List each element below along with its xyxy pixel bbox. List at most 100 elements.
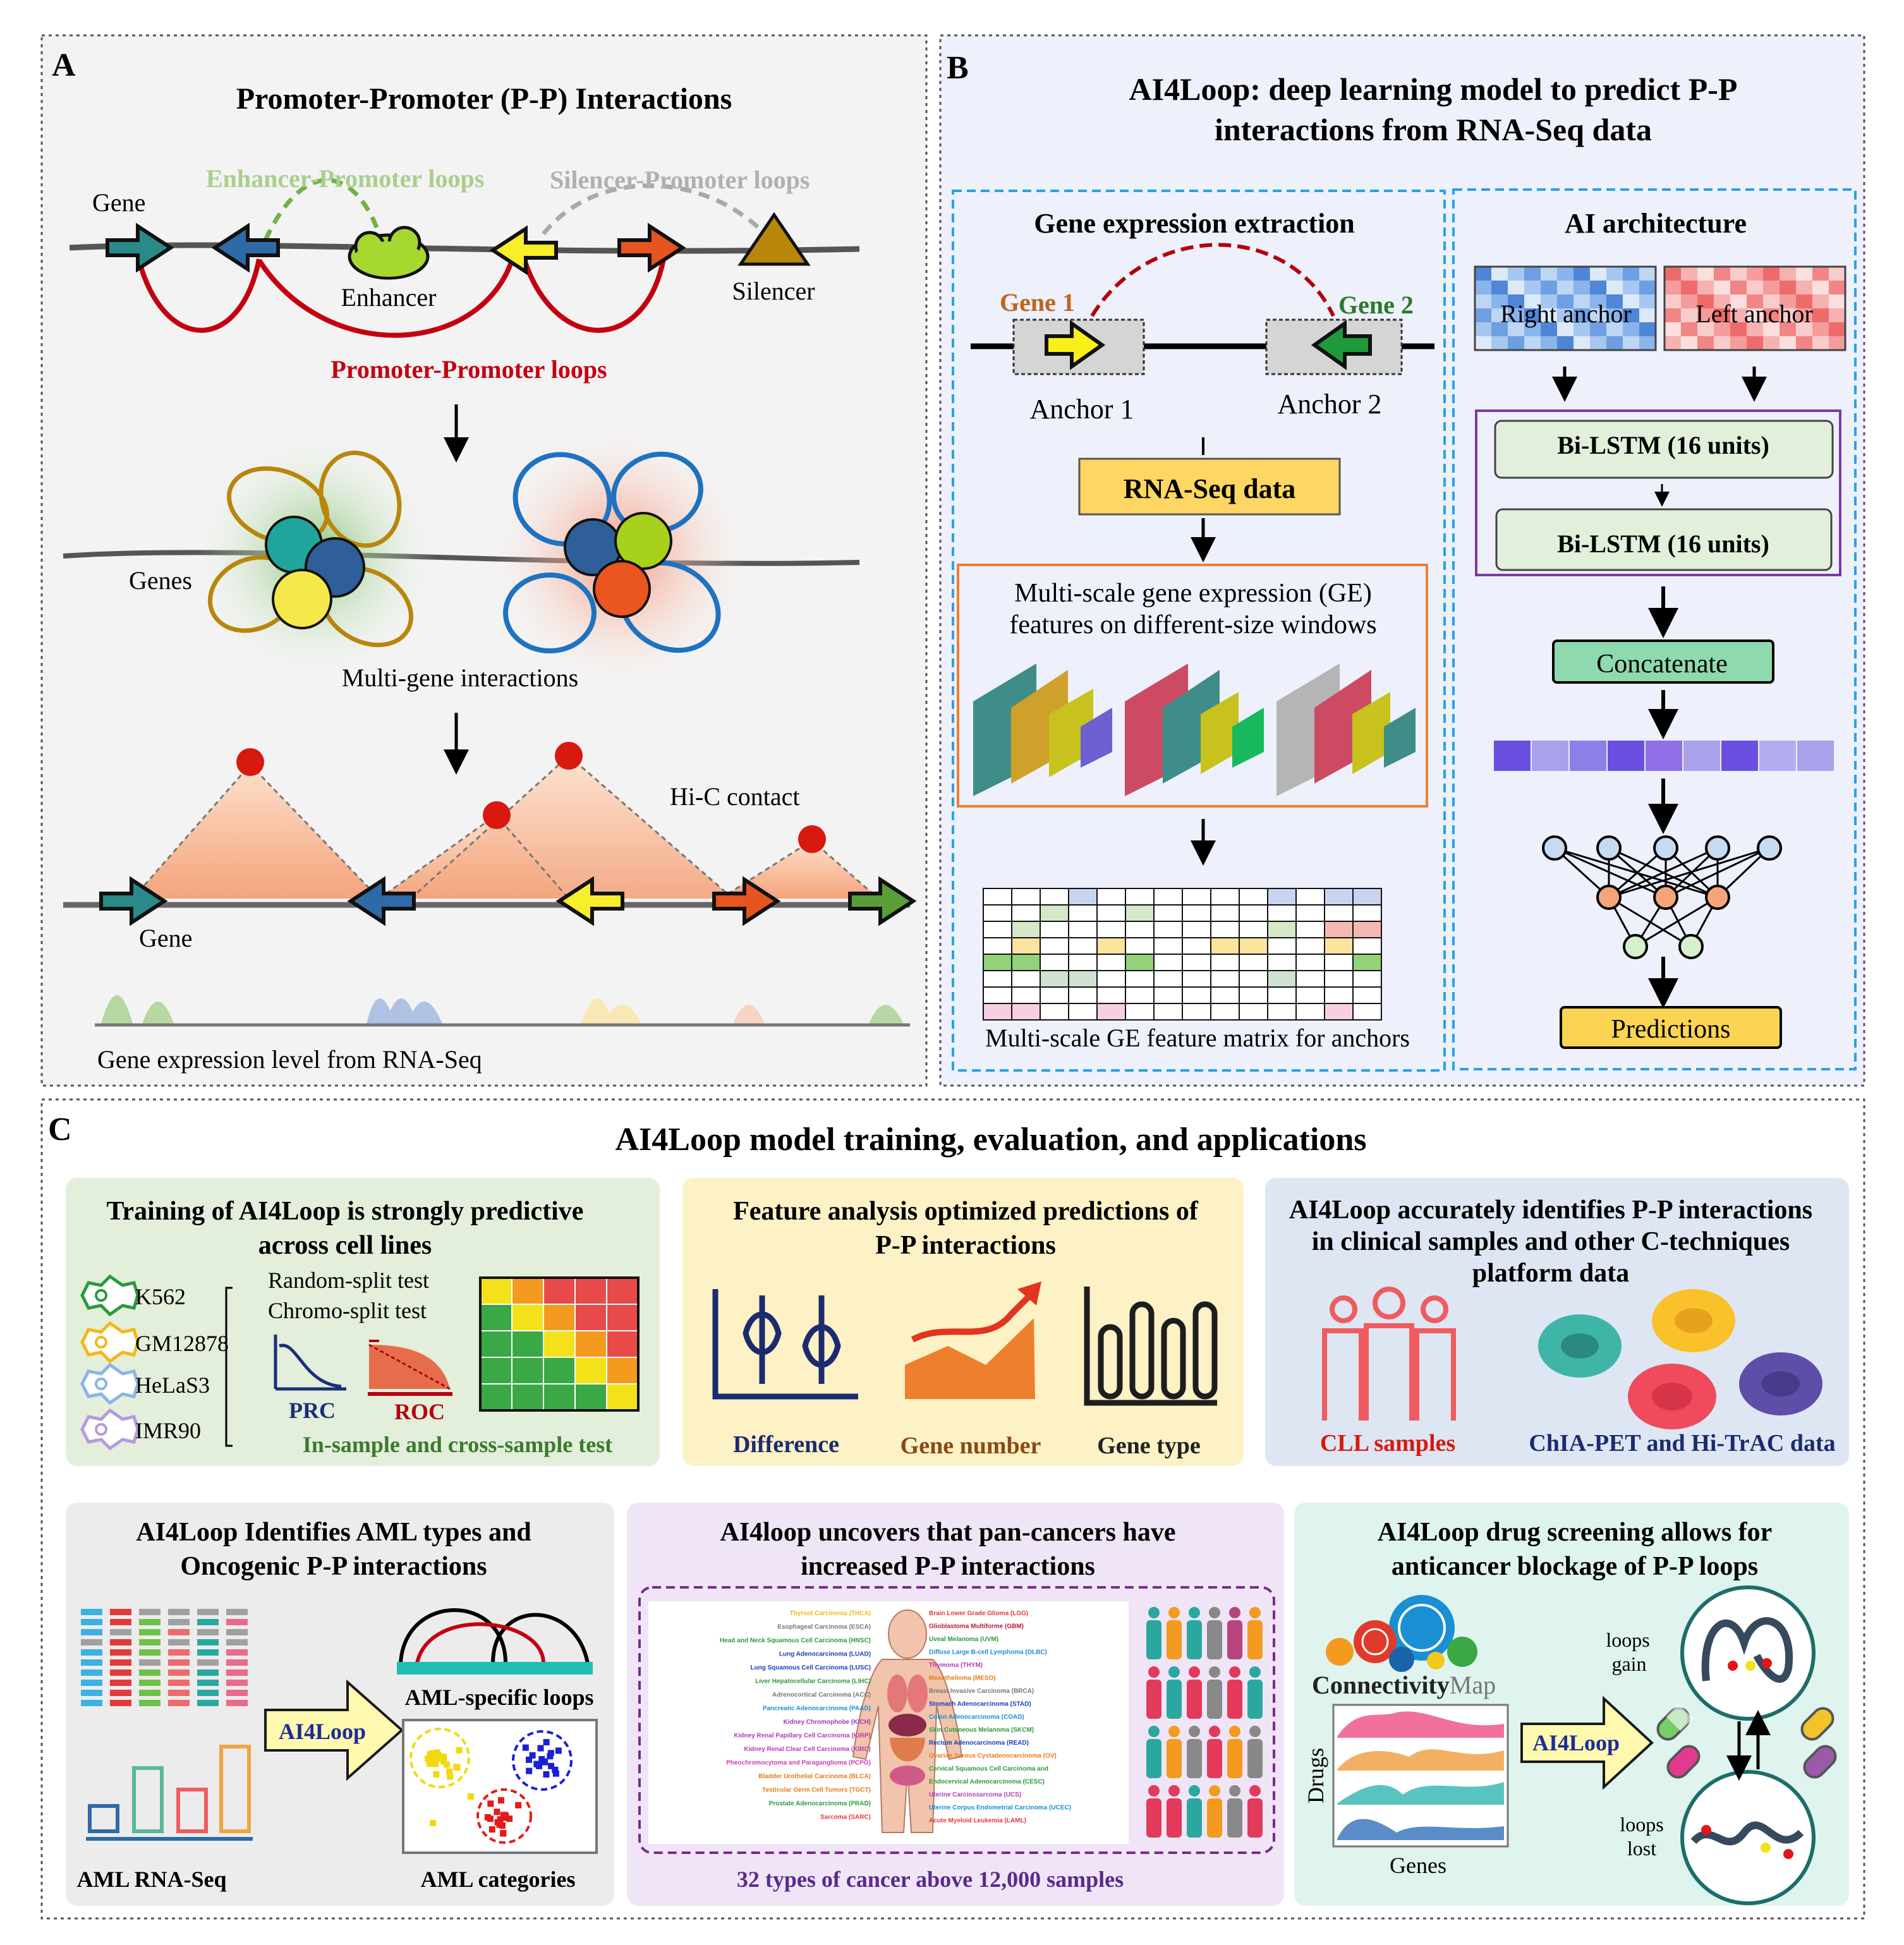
nn-edge (1665, 847, 1770, 899)
person-head (1249, 1607, 1261, 1618)
predictions-label: Predictions (1611, 1015, 1731, 1044)
person-body (1187, 1620, 1202, 1659)
cluster-point (543, 1739, 550, 1746)
matrix-cell (983, 954, 1012, 971)
cancer-label-right: Stomach Adenocarcinoma (STAD) (929, 1701, 1031, 1708)
matrix-cell (983, 986, 1012, 1004)
aml-cell (81, 1619, 102, 1625)
person-body (1167, 1620, 1182, 1659)
aml-cell (110, 1629, 131, 1635)
loops-gain-circle (1680, 1585, 1816, 1721)
box3-title-1: AI4Loop accurately identifies P-P intera… (1289, 1196, 1812, 1225)
person-head (1148, 1785, 1160, 1797)
cluster-point (487, 1800, 494, 1807)
cluster-point (440, 1754, 447, 1760)
matrix-cell (1125, 921, 1155, 938)
heat-cell (1697, 322, 1714, 337)
heat-cell (1747, 267, 1764, 281)
roc-curve-icon (368, 1340, 452, 1396)
heat-cell (1491, 308, 1508, 323)
matrix-cell (1182, 921, 1211, 938)
cancer-list-right: Brain Lower Grade Glioma (LGG) Glioblasto… (929, 1610, 1071, 1824)
gene-type-label: Gene type (1097, 1433, 1201, 1459)
cancer-label-right: Skin Cutaneous Melanoma (SKCM) (929, 1727, 1034, 1734)
heat-cell (1491, 267, 1508, 281)
heat-cell (1508, 308, 1525, 323)
enhancer-loop-arc (263, 178, 382, 241)
pp-loop-arc (136, 258, 262, 333)
heat-cell (1606, 308, 1623, 323)
cluster-point (555, 1747, 562, 1754)
cancer-label-left: Pancreatic Adenocarcinoma (PAAD) (763, 1706, 871, 1712)
random-split-label: Random-split test (268, 1268, 429, 1293)
matrix-cell (1153, 904, 1183, 922)
heat-cell (1796, 308, 1813, 323)
panel-b-title-2: interactions from RNA-Seq data (1215, 112, 1652, 147)
aml-cell (226, 1669, 248, 1676)
matrix-cell (1239, 986, 1268, 1004)
person-body (1207, 1680, 1222, 1719)
matrix-cell (1040, 970, 1069, 988)
matrix-cell (1324, 904, 1354, 922)
heat-cell (1623, 281, 1640, 295)
person-head (1168, 1666, 1180, 1678)
nn-edge (1608, 847, 1718, 899)
cell-nucleus (95, 1378, 107, 1390)
nn-node (1623, 934, 1648, 959)
matrix-cell (1210, 921, 1240, 938)
heat-cell (1780, 267, 1797, 281)
lstm-container (1475, 409, 1841, 576)
heat-frame (1474, 265, 1657, 351)
matrix-cell (1210, 888, 1240, 906)
heat-cell (1491, 336, 1508, 351)
aml-cell (226, 1629, 248, 1635)
heat-cell (1574, 322, 1591, 337)
matrix-cell (1068, 954, 1098, 971)
heat-cell (1557, 294, 1574, 309)
person-head (1168, 1726, 1180, 1737)
heat-cell (1796, 267, 1813, 281)
people-grid (1146, 1607, 1263, 1838)
person-head (1189, 1666, 1200, 1678)
person-head (1189, 1726, 1200, 1737)
heat-cell (1557, 336, 1574, 351)
lstm2-label: Bi-LSTM (16 units) (1557, 530, 1769, 558)
heat-cell (1796, 294, 1813, 309)
heat-cell (1763, 281, 1780, 295)
aml-cell (110, 1690, 131, 1696)
matrix-cell (983, 1003, 1012, 1021)
matrix-cell (1182, 970, 1211, 988)
gene1-arrow (1045, 320, 1106, 370)
cancer-label-left: Head and Neck Squamous Cell Carcinoma (H… (720, 1637, 871, 1644)
matrix-cell (1295, 921, 1325, 938)
difference-label: Difference (733, 1431, 839, 1458)
nn-node (1705, 835, 1730, 861)
gene-arrow-yellow-2 (555, 876, 624, 926)
aml-cell (81, 1669, 102, 1676)
predictions-box (1560, 1006, 1782, 1049)
loops-lost-text-1: loops (1620, 1813, 1663, 1836)
heat-cell (1664, 308, 1682, 323)
heat-cell (1763, 336, 1780, 351)
heat-cell (1491, 281, 1508, 295)
matrix-cell (1267, 921, 1297, 938)
heat-cell (1812, 322, 1829, 337)
cell-line-label: GM12878 (135, 1331, 229, 1356)
gene-arrow-teal (106, 222, 174, 273)
aml-cell (197, 1639, 219, 1645)
person-body (1247, 1739, 1263, 1778)
cluster-point (446, 1768, 452, 1775)
matrix-cell (1125, 888, 1155, 906)
cancer-label-right: Uterine Carcinosarcoma (UCS) (929, 1791, 1021, 1798)
matrix-cell (1267, 970, 1297, 988)
multiscale-text-1: Multi-scale gene expression (GE) (1014, 579, 1372, 608)
aml-cell (110, 1700, 131, 1706)
vector-cell (1646, 741, 1682, 771)
heat-cell (1524, 281, 1541, 295)
cluster-point (534, 1760, 541, 1767)
cluster-point (502, 1813, 509, 1820)
matrix-cell (1125, 1003, 1155, 1021)
matrix-cell (1239, 888, 1268, 906)
heat-cell (1714, 267, 1731, 281)
aml-cell (139, 1609, 161, 1615)
